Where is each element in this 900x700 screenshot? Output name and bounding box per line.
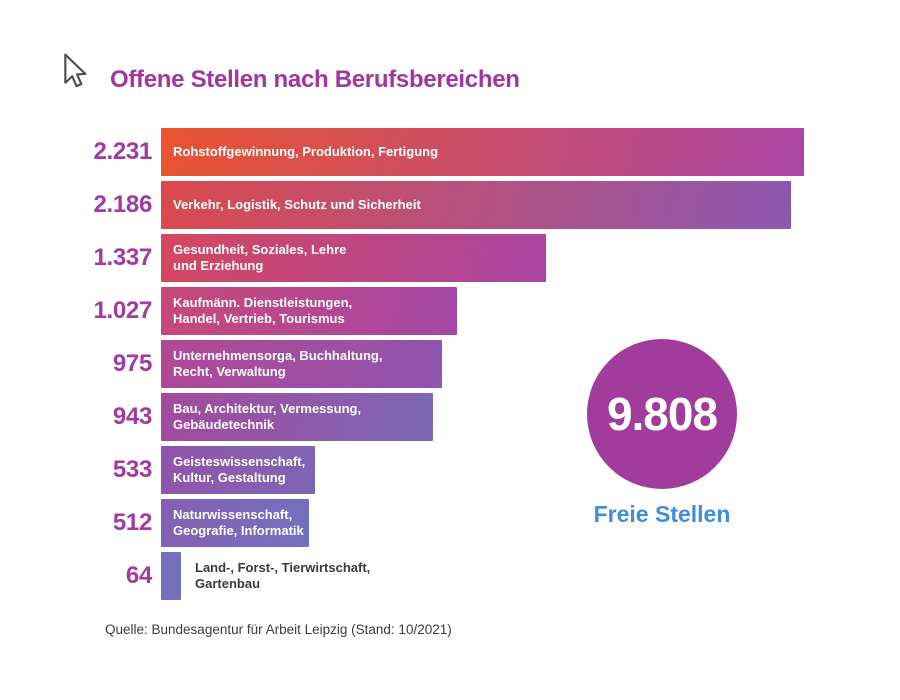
bar-value: 2.231 — [93, 138, 152, 165]
bar-value: 1.337 — [93, 244, 152, 271]
total-value: 9.808 — [606, 388, 718, 440]
bar-row-rohstoffgewinnung: 2.231 Rohstoffgewinnung, Produktion, Fer… — [0, 128, 900, 176]
bar-row-geisteswissenschaft: 533 Geisteswissenschaft, Kultur, Gestalt… — [0, 446, 900, 494]
bar-label-line: Recht, Verwaltung — [173, 364, 286, 379]
bar-value: 1.027 — [93, 297, 152, 324]
bar-label-line: Gesundheit, Soziales, Lehre — [173, 242, 347, 257]
bar-label-line: Gartenbau — [195, 576, 261, 591]
source-note: Quelle: Bundesagentur für Arbeit Leipzig… — [105, 622, 452, 637]
bar-row-kaufmaenn: 1.027 Kaufmänn. Dienstleistungen, Handel… — [0, 287, 900, 335]
bar-row-landwirtschaft: 64 Land-, Forst-, Tierwirtschaft, Garten… — [0, 552, 900, 600]
bar-row-naturwissenschaft: 512 Naturwissenschaft, Geografie, Inform… — [0, 499, 900, 547]
bar: Bau, Architektur, Vermessung, Gebäudetec… — [161, 393, 433, 441]
bar-label-line: Bau, Architektur, Vermessung, — [173, 401, 362, 416]
bar: Kaufmänn. Dienstleistungen, Handel, Vert… — [161, 287, 457, 335]
bar-label-line: Handel, Vertrieb, Tourismus — [173, 311, 345, 326]
page-title: Offene Stellen nach Berufsbereichen — [110, 66, 520, 93]
bar-label-line: Unternehmensorga, Buchhaltung, — [173, 348, 383, 363]
bar-outside-label: Land-, Forst-, Tierwirtschaft, Gartenbau — [195, 552, 370, 600]
bar: Rohstoffgewinnung, Produktion, Fertigung — [161, 128, 804, 176]
bar-label-line: Kultur, Gestaltung — [173, 470, 286, 485]
bar-chart: 2.231 Rohstoffgewinnung, Produktion, Fer… — [0, 128, 900, 605]
bar: Unternehmensorga, Buchhaltung, Recht, Ve… — [161, 340, 442, 388]
bar-label-line: Geografie, Informatik — [173, 523, 304, 538]
total-caption: Freie Stellen — [593, 501, 731, 527]
bar-label-line: Gebäudetechnik — [173, 417, 275, 432]
bar-row-gesundheit: 1.337 Gesundheit, Soziales, Lehre und Er… — [0, 234, 900, 282]
bar: Geisteswissenschaft, Kultur, Gestaltung — [161, 446, 315, 494]
bar-label-line: Geisteswissenschaft, — [173, 454, 306, 469]
bar-label-line: Rohstoffgewinnung, Produktion, Fertigung — [173, 144, 439, 159]
bar-label-line: Verkehr, Logistik, Schutz und Sicherheit — [173, 197, 421, 212]
bar — [161, 552, 181, 600]
bar-label-line: Land-, Forst-, Tierwirtschaft, — [195, 560, 371, 575]
bar-value: 2.186 — [93, 191, 152, 218]
bar-row-bau: 943 Bau, Architektur, Vermessung, Gebäud… — [0, 393, 900, 441]
bar-value: 533 — [112, 456, 152, 483]
bar-row-unternehmensorga: 975 Unternehmensorga, Buchhaltung, Recht… — [0, 340, 900, 388]
bar-value: 943 — [112, 403, 152, 430]
total-circle-badge: 9.808 — [587, 339, 737, 489]
bar-label-line: Naturwissenschaft, — [173, 507, 293, 522]
bar: Naturwissenschaft, Geografie, Informatik — [161, 499, 309, 547]
bar-row-verkehr: 2.186 Verkehr, Logistik, Schutz und Sich… — [0, 181, 900, 229]
bar-value: 975 — [112, 350, 152, 377]
bar-label-line: Kaufmänn. Dienstleistungen, — [173, 295, 353, 310]
bar-value: 512 — [112, 509, 152, 536]
mouse-cursor-icon — [64, 53, 87, 88]
bar: Verkehr, Logistik, Schutz und Sicherheit — [161, 181, 791, 229]
bar-value: 64 — [125, 562, 152, 589]
bar-label-line: und Erziehung — [173, 258, 264, 273]
bar: Gesundheit, Soziales, Lehre und Erziehun… — [161, 234, 546, 282]
